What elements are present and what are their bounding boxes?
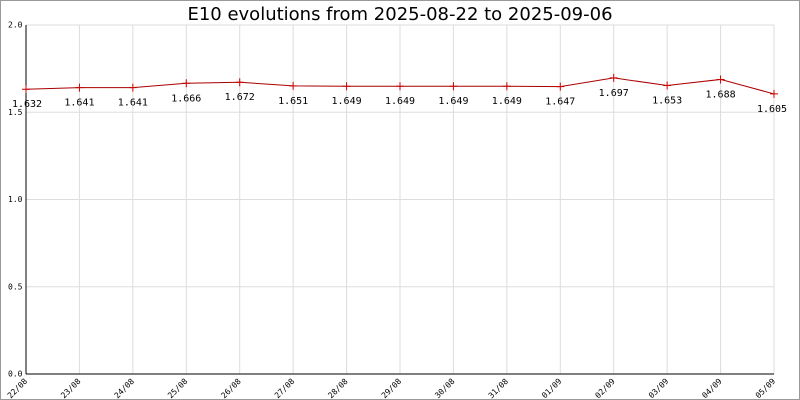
- point-marker: [182, 79, 191, 88]
- data-label: 1.641: [64, 98, 94, 109]
- point-marker: [556, 82, 565, 91]
- y-tick-label: 0.0: [8, 370, 23, 379]
- data-label: 1.649: [492, 96, 522, 107]
- chart-title: E10 evolutions from 2025-08-22 to 2025-0…: [187, 4, 612, 25]
- data-label: 1.651: [278, 96, 308, 107]
- data-label: 1.647: [545, 97, 575, 108]
- data-label: 1.641: [118, 98, 148, 109]
- y-tick-label: 1.0: [8, 195, 23, 204]
- y-tick-label: 2.0: [8, 21, 23, 30]
- data-label: 1.649: [438, 96, 468, 107]
- data-label: 1.653: [652, 96, 682, 107]
- point-marker: [396, 82, 404, 91]
- point-marker: [770, 89, 778, 98]
- data-label: 1.649: [332, 96, 362, 107]
- y-tick-label: 0.5: [8, 282, 23, 291]
- y-tick-label: 1.5: [8, 108, 23, 117]
- data-label: 1.605: [757, 104, 787, 115]
- data-label: 1.666: [171, 93, 201, 104]
- data-label: 1.697: [599, 88, 629, 99]
- data-label: 1.649: [385, 96, 415, 107]
- point-marker: [609, 73, 618, 82]
- data-label: 1.672: [225, 92, 255, 103]
- point-marker: [663, 81, 672, 90]
- point-marker: [22, 85, 30, 94]
- point-marker: [128, 83, 137, 92]
- point-marker: [235, 78, 244, 87]
- data-label: 1.688: [706, 89, 736, 100]
- point-marker: [75, 83, 84, 92]
- point-marker: [716, 75, 725, 84]
- data-label: 1.632: [12, 99, 42, 110]
- point-marker: [449, 82, 458, 91]
- point-marker: [289, 81, 298, 90]
- point-marker: [342, 82, 351, 91]
- point-marker: [502, 82, 511, 91]
